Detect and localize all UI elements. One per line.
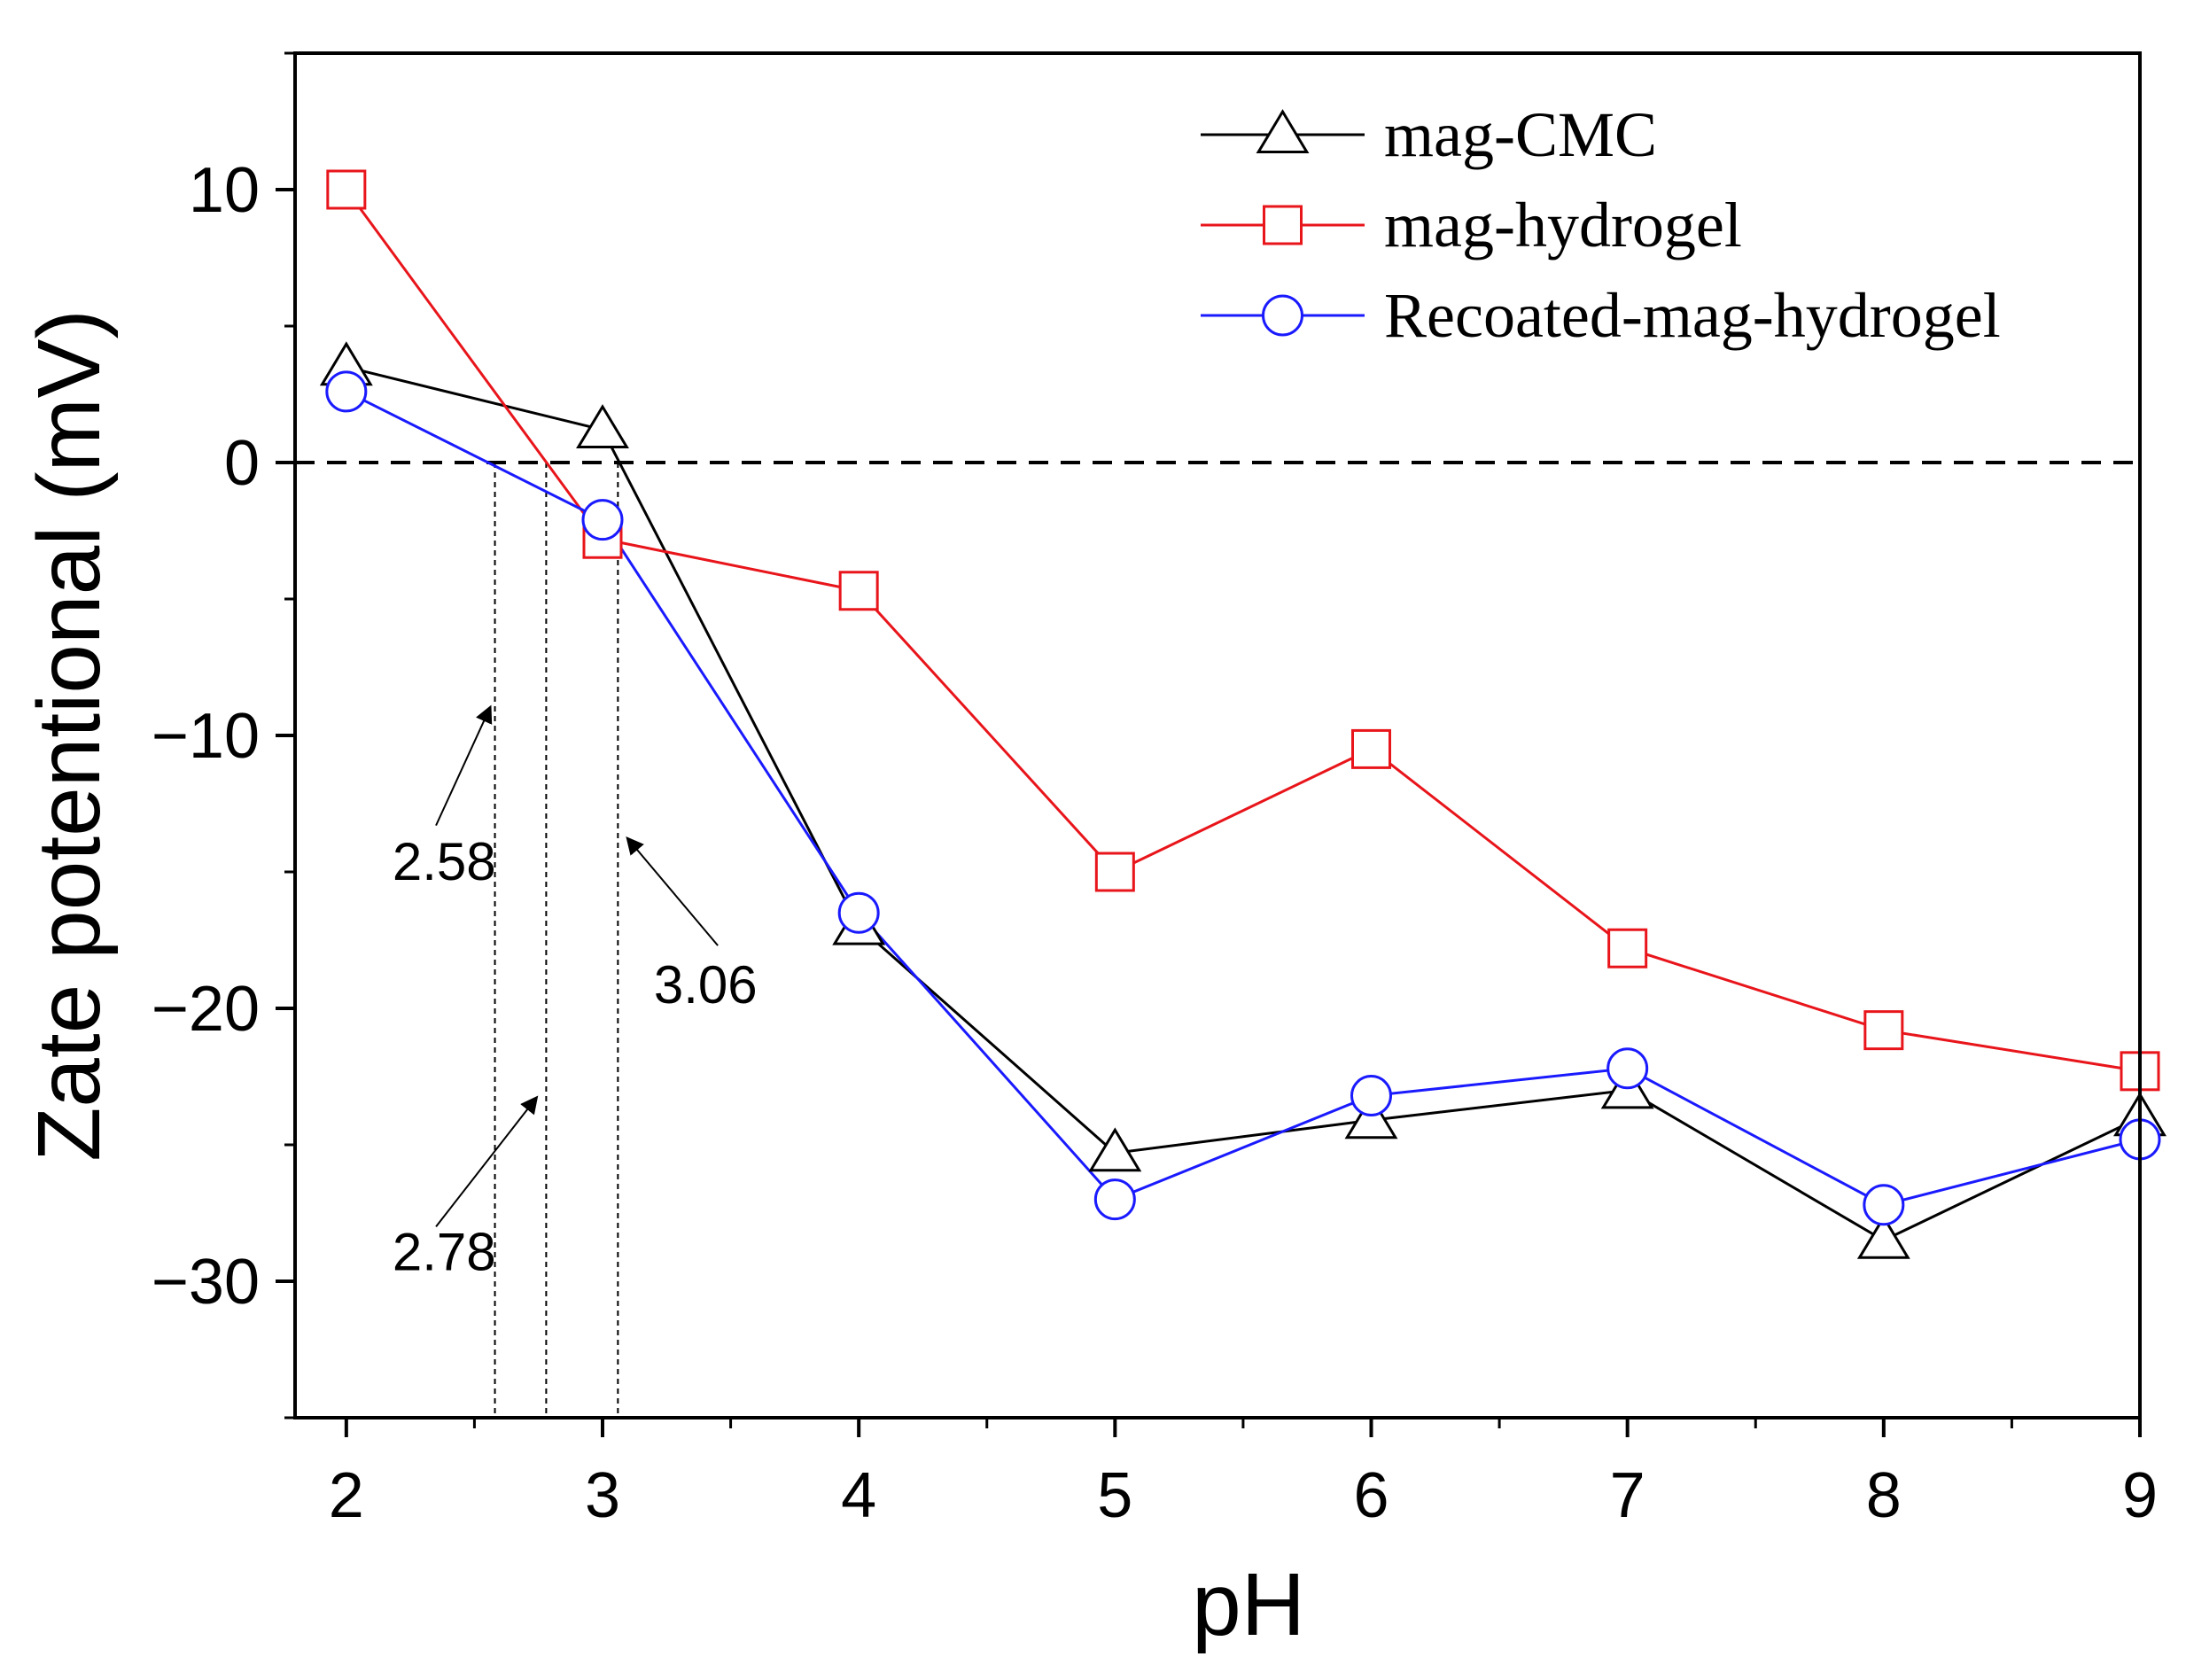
data-point-mag-hydrogel [1607,928,1648,968]
annotation-label: 3.06 [654,955,758,1015]
data-point-Recoated-mag-hydrogel [1350,1075,1392,1117]
data-point-mag-CMC [576,404,629,449]
data-point-Recoated-mag-hydrogel [1606,1047,1649,1090]
data-point-mag-CMC [1344,1094,1398,1139]
x-tick-label: 7 [1610,1460,1645,1531]
y-tick-label: −30 [152,1247,260,1318]
legend-label: mag-CMC [1384,99,1657,170]
x-axis-title: pH [1192,1555,1305,1654]
legend-marker [1263,205,1303,245]
data-point-Recoated-mag-hydrogel [1863,1184,1905,1226]
data-point-mag-hydrogel [1094,852,1135,892]
x-tick-label: 9 [2122,1460,2158,1531]
x-tick-label: 4 [841,1460,876,1531]
data-point-mag-hydrogel [1351,728,1391,769]
data-point-Recoated-mag-hydrogel [325,370,368,413]
data-point-mag-CMC [1088,1127,1142,1172]
y-tick-label: −10 [152,701,260,772]
x-tick-label: 6 [1353,1460,1389,1531]
data-point-mag-hydrogel [326,169,367,210]
annotation-arrow [435,1095,539,1228]
x-tick-label: 2 [329,1460,364,1531]
y-tick-label: 0 [224,428,260,499]
y-tick-label: 10 [189,155,260,226]
data-point-Recoated-mag-hydrogel [837,891,880,934]
annotation-arrow [626,836,719,946]
y-axis-title: Zate potentional (mV) [19,309,119,1162]
data-point-mag-hydrogel [1863,1010,1904,1051]
legend-marker [1262,294,1303,337]
plot-frame [293,51,2142,1419]
series-line-mag-CMC [346,365,2140,1242]
annotation-arrow [435,704,493,827]
series-line-Recoated-mag-hydrogel [346,390,2140,1207]
x-tick-label: 3 [585,1460,620,1531]
data-point-mag-hydrogel [838,571,879,611]
data-point-Recoated-mag-hydrogel [1093,1178,1136,1221]
legend-label: Recoated-mag-hydrogel [1384,280,2001,351]
x-tick-label: 5 [1097,1460,1132,1531]
y-tick-label: −20 [152,974,260,1045]
series-line-mag-hydrogel [345,189,2140,1073]
annotation-label: 2.78 [393,1223,496,1282]
x-tick-label: 8 [1866,1460,1902,1531]
legend-marker [1256,109,1310,153]
legend: mag-CMC mag-hydrogel Recoated-mag-hydrogel [1201,99,2001,351]
annotation-label: 2.58 [393,832,496,891]
data-point-Recoated-mag-hydrogel [581,499,624,541]
data-point-mag-CMC [1856,1214,1910,1259]
legend-label: mag-hydrogel [1384,190,1742,261]
